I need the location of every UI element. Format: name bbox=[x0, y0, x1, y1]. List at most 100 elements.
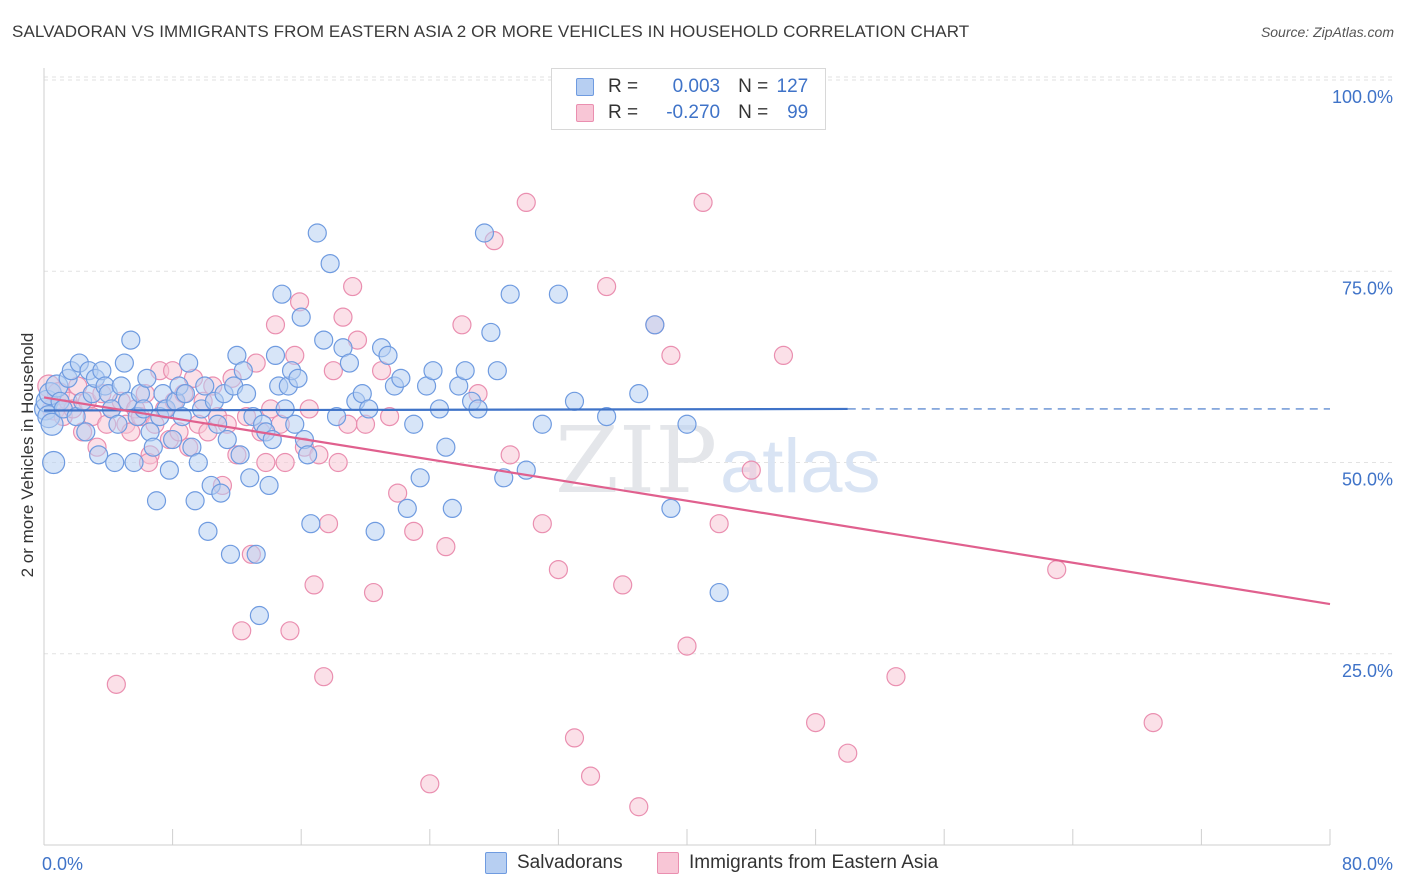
salvadorans-point bbox=[661, 498, 681, 518]
eastern-asia-point bbox=[709, 514, 729, 534]
y-tick-label: 50.0% bbox=[1342, 470, 1393, 490]
trend-line-eastern-asia bbox=[43, 396, 1331, 606]
n-value: 127 bbox=[776, 76, 809, 97]
salvadorans-point bbox=[217, 429, 237, 450]
salvadorans-point bbox=[391, 368, 411, 388]
salvadorans-point bbox=[481, 322, 501, 343]
salvadorans-point bbox=[259, 475, 279, 496]
salvadorans-point bbox=[40, 412, 64, 436]
watermark: ZIP atlas bbox=[555, 407, 881, 514]
eastern-asia-point bbox=[1143, 712, 1163, 733]
r-value: 0.003 bbox=[672, 76, 721, 97]
eastern-asia-point bbox=[318, 514, 339, 534]
salvadorans-point bbox=[288, 368, 308, 388]
salvadorans-point bbox=[378, 345, 398, 365]
salvadorans-point bbox=[301, 514, 321, 534]
salvadorans-point bbox=[220, 544, 241, 564]
salvadorans-point bbox=[233, 361, 253, 381]
eastern-asia-point bbox=[265, 315, 286, 335]
legend-label-eastern-asia: Immigrants from Eastern Asia bbox=[689, 852, 939, 873]
salvadorans-point bbox=[42, 450, 66, 475]
salvadorans-point bbox=[339, 353, 360, 373]
salvadorans-point bbox=[137, 368, 157, 388]
x-tick-label-min: 0.0% bbox=[42, 854, 83, 874]
eastern-asia-point bbox=[516, 192, 536, 212]
y-tick-label: 25.0% bbox=[1342, 661, 1393, 681]
salvadorans-point bbox=[326, 407, 347, 427]
legend-item-eastern-asia[interactable]: Immigrants from Eastern Asia bbox=[657, 852, 938, 874]
eastern-asia-point bbox=[805, 712, 826, 733]
salvadorans-point bbox=[500, 284, 520, 304]
legend-item-salvadorans[interactable]: Salvadorans bbox=[485, 852, 623, 874]
x-tick-label-max: 80.0% bbox=[1342, 854, 1393, 874]
eastern-asia-point bbox=[436, 537, 456, 557]
eastern-asia-point bbox=[452, 315, 472, 335]
n-label: N = bbox=[738, 76, 769, 97]
salvadorans-point bbox=[272, 284, 292, 304]
salvadorans-point bbox=[548, 284, 569, 304]
salvadorans-point bbox=[230, 445, 250, 465]
r-value: -0.270 bbox=[666, 102, 721, 123]
salvadorans-point bbox=[159, 460, 179, 480]
salvadorans-point bbox=[175, 384, 196, 404]
salvadorans-point bbox=[423, 361, 443, 381]
eastern-asia-point bbox=[304, 575, 324, 595]
eastern-asia-point bbox=[314, 667, 334, 687]
salvadorans-point bbox=[455, 361, 475, 381]
salvadorans-point bbox=[442, 498, 462, 518]
salvadorans-point bbox=[179, 353, 199, 373]
salvadorans-point bbox=[114, 353, 134, 373]
salvadorans-point bbox=[265, 345, 286, 365]
salvadorans-point bbox=[487, 361, 507, 381]
salvadorans-point bbox=[307, 223, 327, 243]
eastern-asia-point bbox=[333, 307, 353, 327]
eastern-asia-point bbox=[388, 483, 408, 503]
eastern-asia-point bbox=[106, 674, 126, 694]
legend-swatch-eastern-asia bbox=[657, 852, 679, 874]
salvadorans-point bbox=[320, 254, 340, 274]
y-tick-label: 75.0% bbox=[1342, 278, 1393, 298]
eastern-asia-point bbox=[380, 407, 400, 427]
eastern-asia-point bbox=[597, 276, 617, 297]
eastern-asia-point bbox=[741, 460, 761, 480]
salvadorans-point bbox=[195, 376, 215, 396]
salvadorans-point bbox=[240, 468, 260, 488]
trend-line-salvadorans bbox=[43, 407, 848, 412]
r-label: R = bbox=[608, 76, 639, 97]
salvadorans-point bbox=[474, 223, 495, 243]
salvadorans-point bbox=[185, 491, 205, 511]
eastern-asia-point bbox=[677, 636, 697, 656]
eastern-asia-point bbox=[500, 445, 520, 465]
eastern-asia-point bbox=[532, 514, 552, 534]
eastern-asia-point bbox=[886, 667, 906, 687]
r-label: R = bbox=[608, 102, 639, 123]
chart-title: SALVADORAN VS IMMIGRANTS FROM EASTERN AS… bbox=[12, 22, 970, 41]
salvadorans-point bbox=[76, 422, 96, 442]
salvadorans-point bbox=[146, 491, 167, 511]
n-value: 99 bbox=[787, 102, 809, 123]
eastern-asia-point bbox=[564, 728, 585, 748]
stats-legend-row-eastern-asia: R = -0.270 N = 99 bbox=[576, 101, 808, 125]
salvadorans-point bbox=[198, 521, 218, 541]
eastern-asia-point bbox=[548, 559, 569, 580]
eastern-asia-point bbox=[420, 774, 440, 794]
eastern-asia-point bbox=[1047, 559, 1067, 580]
eastern-asia-point bbox=[343, 276, 363, 297]
eastern-asia-point bbox=[773, 345, 794, 365]
salvadorans-point bbox=[709, 582, 729, 603]
salvadorans-point bbox=[397, 498, 417, 518]
salvadorans-point bbox=[298, 445, 318, 465]
eastern-asia-point bbox=[363, 582, 384, 603]
eastern-asia-point bbox=[328, 452, 348, 473]
salvadorans-point bbox=[163, 429, 183, 450]
salvadorans-point bbox=[365, 521, 385, 541]
trend-lines bbox=[43, 396, 1331, 606]
salvadorans-point bbox=[629, 384, 649, 404]
salvadorans-point bbox=[410, 468, 430, 488]
salvadorans-point bbox=[291, 307, 311, 327]
eastern-asia-point bbox=[613, 575, 633, 595]
salvadorans-point bbox=[105, 452, 125, 473]
salvadorans-point bbox=[236, 384, 257, 404]
eastern-asia-point bbox=[280, 621, 300, 641]
